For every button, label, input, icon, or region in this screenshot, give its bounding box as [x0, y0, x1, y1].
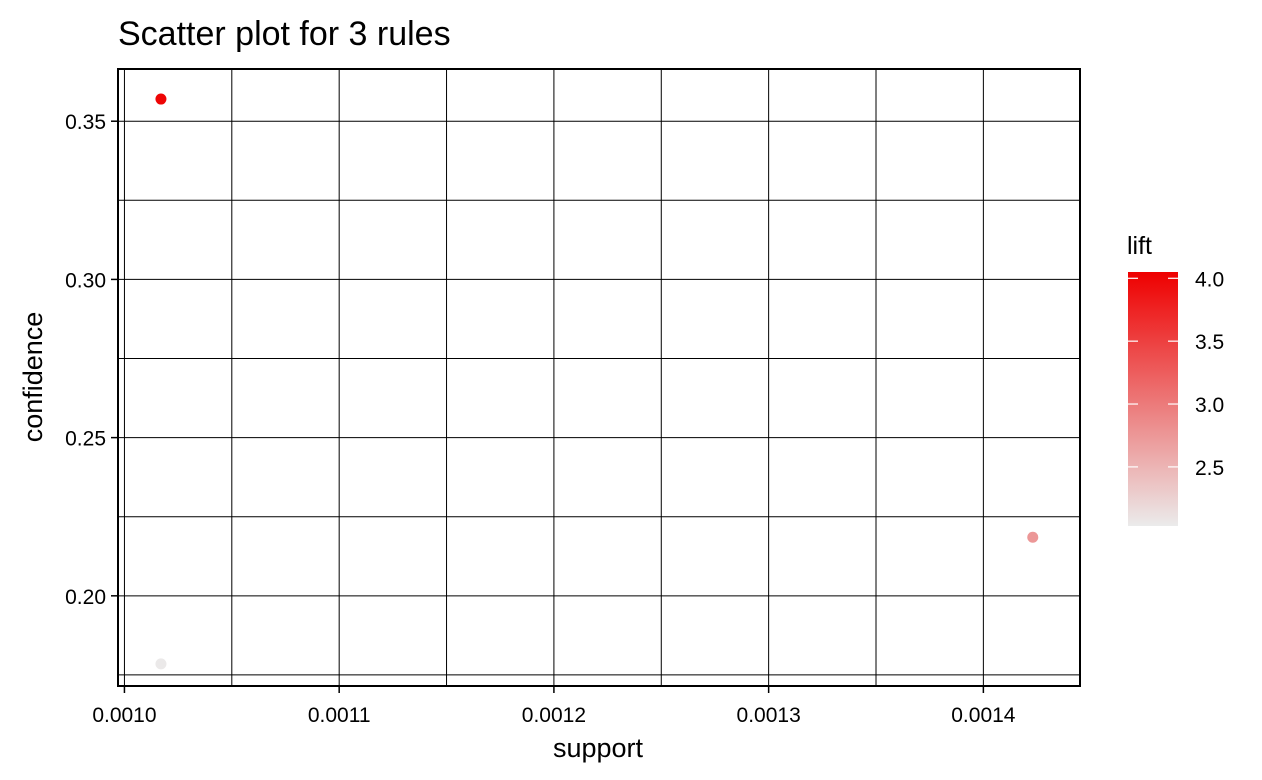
legend-title: lift — [1127, 232, 1152, 260]
x-tick-label: 0.0013 — [737, 704, 801, 727]
x-tick-label: 0.0010 — [92, 704, 156, 727]
legend-tick-label: 4.0 — [1195, 268, 1224, 291]
grid-lines — [118, 69, 1080, 686]
data-points — [155, 93, 1039, 670]
legend: lift 2.5 3.0 3.5 4.0 — [1127, 232, 1224, 526]
y-tick-label: 0.25 — [65, 428, 106, 451]
y-axis-ticks: 0.20 0.25 0.30 0.35 — [65, 111, 118, 609]
legend-tick-label: 3.0 — [1195, 394, 1224, 417]
y-tick-label: 0.35 — [65, 111, 106, 134]
x-tick-label: 0.0012 — [522, 704, 586, 727]
rule-point — [155, 93, 167, 105]
x-tick-label: 0.0014 — [951, 704, 1016, 727]
plot-panel-border — [117, 68, 1081, 687]
legend-tick-label: 2.5 — [1195, 457, 1224, 480]
legend-tick-label: 3.5 — [1195, 331, 1224, 354]
y-tick-label: 0.20 — [65, 586, 106, 609]
y-tick-label: 0.30 — [65, 269, 106, 292]
legend-ticks: 2.5 3.0 3.5 4.0 — [1128, 268, 1224, 480]
x-tick-label: 0.0011 — [308, 704, 371, 727]
x-axis-title: support — [553, 733, 644, 763]
rule-point — [1027, 531, 1039, 543]
rule-point — [155, 658, 167, 670]
x-axis-ticks: 0.0010 0.0011 0.0012 0.0013 0.0014 — [92, 686, 1016, 727]
chart-title: Scatter plot for 3 rules — [118, 15, 451, 53]
legend-colorbar — [1128, 272, 1178, 526]
y-axis-title: confidence — [18, 312, 48, 443]
